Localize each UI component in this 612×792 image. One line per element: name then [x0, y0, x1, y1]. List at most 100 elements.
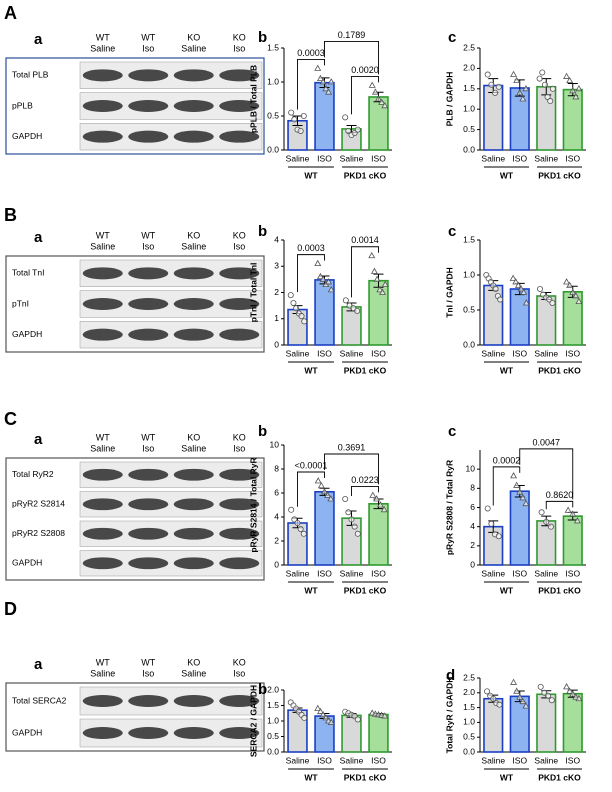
data-point	[379, 288, 387, 295]
data-point	[564, 506, 572, 513]
data-point	[495, 83, 502, 90]
blot-row-label: pRyR2 S2808	[12, 528, 65, 538]
data-point	[569, 510, 577, 517]
x-tick-label: Saline	[534, 348, 558, 358]
lane-label: Iso	[142, 241, 154, 251]
blot-band	[173, 498, 214, 511]
data-point	[354, 716, 361, 723]
blot-band	[219, 727, 260, 739]
data-point	[522, 84, 530, 92]
y-tick-label: 8	[470, 483, 475, 493]
significance-bracket	[297, 254, 325, 293]
data-point	[575, 84, 583, 92]
data-point	[569, 288, 577, 295]
x-tick-label: ISO	[565, 755, 580, 765]
data-point	[537, 285, 544, 292]
blot-row-label: pRyR2 S2814	[12, 499, 65, 509]
x-tick-label: Saline	[481, 568, 505, 578]
blot-band	[219, 527, 260, 540]
data-point	[513, 76, 521, 84]
x-tick-label: ISO	[317, 568, 332, 578]
data-point	[573, 517, 581, 524]
blot-band	[128, 468, 169, 481]
y-tick-label: 1.0	[267, 715, 279, 725]
blot-row-label: Total RyR2	[12, 469, 54, 479]
y-tick-label: 1.0	[463, 103, 475, 113]
y-axis-label: Total RyR / GAPDH	[444, 677, 454, 754]
y-tick-label: 2	[274, 287, 279, 297]
blot-row-label: pPLB	[12, 100, 33, 110]
data-point	[516, 89, 524, 96]
data-point	[520, 288, 528, 295]
data-point	[371, 88, 379, 95]
lane-label: KO	[233, 230, 246, 240]
y-tick-label: 2	[470, 540, 475, 550]
group-label: WT	[304, 585, 318, 595]
data-point	[497, 296, 504, 303]
blot-band	[173, 69, 214, 82]
significance-bracket	[351, 75, 379, 115]
x-tick-label: Saline	[286, 348, 310, 358]
data-point	[484, 688, 491, 695]
data-point	[513, 687, 521, 694]
data-point	[327, 286, 335, 293]
blot-row-label: Total SERCA2	[12, 695, 67, 705]
data-point	[316, 707, 324, 715]
p-value: 0.0014	[351, 235, 379, 245]
x-tick-label: Saline	[481, 755, 505, 765]
bar	[509, 288, 530, 346]
data-point	[572, 292, 580, 299]
data-point	[381, 101, 389, 109]
blot-band	[219, 69, 260, 82]
group-label: WT	[500, 585, 514, 595]
blot-band	[128, 695, 169, 707]
lane-label: Iso	[142, 443, 154, 453]
data-point	[543, 518, 550, 525]
data-point	[537, 683, 544, 690]
p-value: <0.0001	[295, 460, 328, 470]
data-point	[544, 93, 551, 100]
y-tick-label: 0.0	[463, 339, 475, 349]
blot-band	[219, 468, 260, 481]
data-point	[314, 704, 322, 711]
chart-label: c	[448, 29, 456, 46]
data-point	[566, 281, 574, 288]
y-tick-label: 0.0	[463, 746, 475, 756]
blot-band	[219, 695, 260, 707]
y-axis-label: pTnI / Total TnI	[248, 263, 258, 323]
x-tick-label: Saline	[286, 568, 310, 578]
data-point	[510, 70, 518, 77]
lane-label: Saline	[90, 43, 115, 53]
data-point	[293, 305, 300, 312]
group-label: PKD1 cKO	[538, 772, 581, 782]
x-tick-label: ISO	[371, 153, 386, 163]
y-tick-label: 1.5	[267, 700, 279, 710]
y-tick-label: 1.0	[463, 269, 475, 279]
data-point	[369, 491, 377, 498]
blot-band	[219, 267, 260, 280]
blot-band	[173, 298, 214, 310]
data-point	[319, 710, 327, 718]
x-tick-label: Saline	[534, 568, 558, 578]
blot-band	[173, 557, 214, 570]
blot-band	[128, 727, 169, 739]
blot-frame	[5, 255, 265, 353]
data-point	[294, 520, 301, 527]
y-tick-label: 0.0	[267, 144, 279, 154]
lane-label: WT	[141, 657, 155, 667]
x-tick-label: Saline	[286, 153, 310, 163]
y-tick-label: 1.5	[463, 702, 475, 712]
data-point	[316, 74, 324, 81]
data-point	[547, 98, 554, 105]
group-label: PKD1 cKO	[344, 585, 387, 595]
chart-label: b	[258, 29, 267, 46]
blot-row-label: Total TnI	[12, 268, 44, 278]
blot-row-label: Total PLB	[12, 70, 49, 80]
p-value: 0.0047	[532, 437, 560, 447]
lane-label: KO	[187, 230, 200, 240]
y-tick-label: 8	[274, 463, 279, 473]
lane-label: Saline	[90, 443, 115, 453]
blot-frame	[5, 457, 265, 581]
y-tick-label: 2.5	[463, 672, 475, 682]
